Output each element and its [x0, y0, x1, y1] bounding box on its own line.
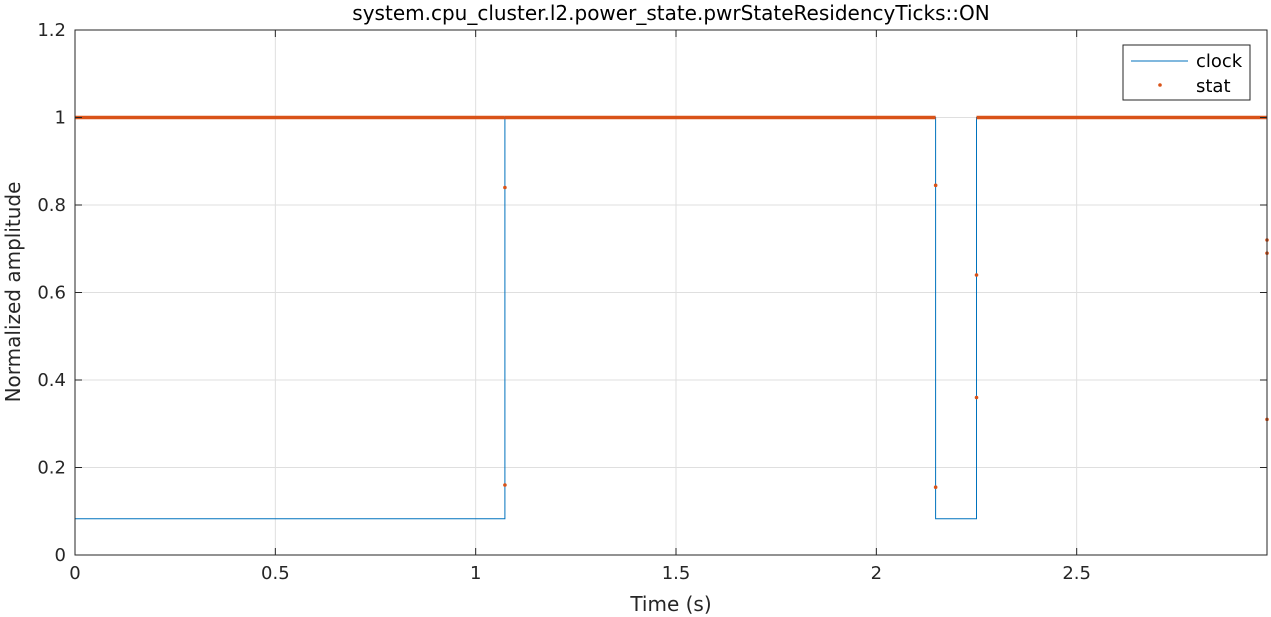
series-stat-point	[933, 485, 938, 489]
y-tick-label: 1	[55, 108, 66, 129]
x-axis-label: Time (s)	[629, 592, 711, 616]
series-stat-point	[974, 273, 979, 277]
ticks: 0 0.5 1 1.5 2 2.5 0 0.2 0.4 0.6 0.8 1 1.2	[37, 20, 1267, 584]
x-tick-label: 2.5	[1062, 563, 1091, 584]
y-tick-label: 0.2	[37, 458, 66, 479]
y-tick-label: 0	[55, 545, 66, 566]
y-tick-label: 0.6	[37, 283, 66, 304]
series-layer	[75, 115, 1269, 520]
y-axis-label: Normalized amplitude	[1, 182, 25, 403]
legend: clock stat	[1122, 44, 1251, 101]
y-tick-label: 0.4	[37, 370, 66, 391]
series-stat-point	[974, 395, 979, 400]
series-stat-point	[503, 185, 507, 190]
x-tick-label: 0	[69, 563, 80, 584]
legend-swatch-stat	[1158, 83, 1162, 87]
x-tick-label: 1.5	[662, 563, 691, 584]
x-tick-label: 1	[470, 563, 481, 584]
legend-box	[1122, 44, 1251, 101]
x-tick-label: 0.5	[261, 563, 290, 584]
x-tick-label: 2	[871, 563, 882, 584]
chart-title: system.cpu_cluster.l2.power_state.pwrSta…	[352, 1, 989, 25]
y-tick-label: 0.8	[37, 195, 66, 216]
series-stat-point	[933, 183, 938, 188]
legend-label-stat: stat	[1196, 76, 1231, 97]
y-tick-label: 1.2	[37, 20, 66, 41]
legend-label-clock: clock	[1196, 51, 1243, 72]
series-stat-point	[503, 483, 507, 487]
